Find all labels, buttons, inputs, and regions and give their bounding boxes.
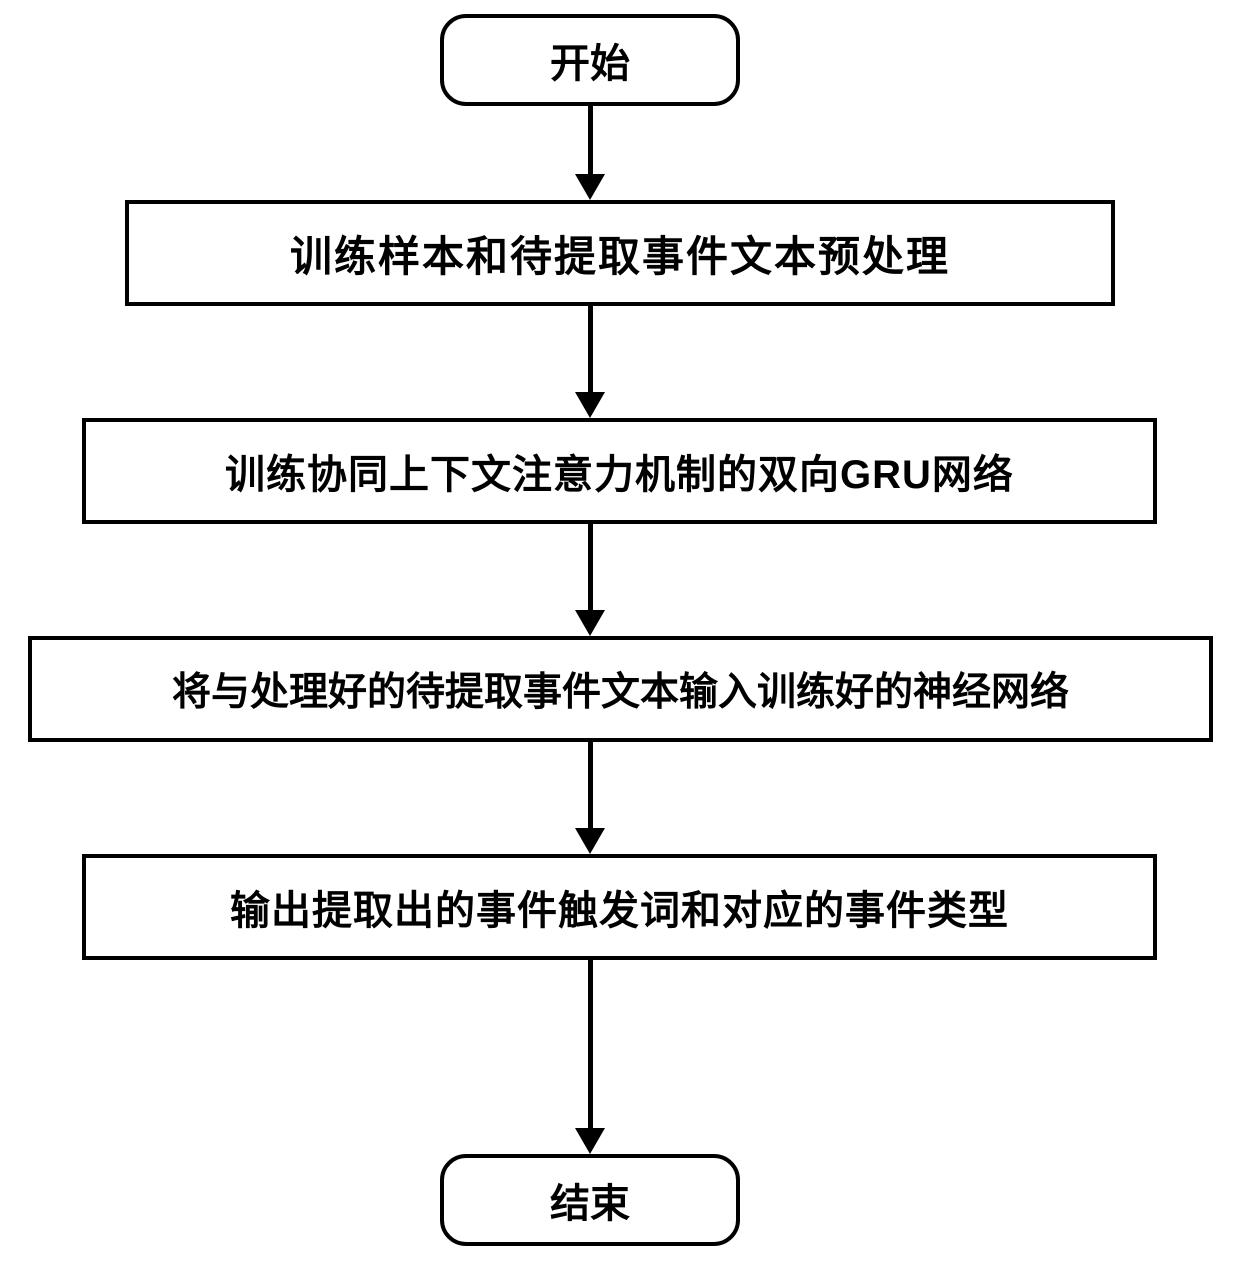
node-label: 将与处理好的待提取事件文本输入训练好的神经网络 (172, 661, 1069, 717)
edge-line-4 (588, 960, 593, 1130)
node-end: 结束 (440, 1154, 740, 1246)
edge-line-2 (588, 524, 593, 612)
edge-head-2 (575, 610, 605, 636)
node-step2: 训练协同上下文注意力机制的双向GRU网络 (82, 418, 1157, 524)
edge-line-3 (588, 742, 593, 830)
edge-head-0 (575, 174, 605, 200)
node-label: 训练协同上下文注意力机制的双向GRU网络 (225, 442, 1014, 500)
edge-head-4 (575, 1128, 605, 1154)
edge-head-3 (575, 828, 605, 854)
node-step1: 训练样本和待提取事件文本预处理 (125, 200, 1115, 306)
node-label: 结束 (550, 1171, 630, 1229)
node-start: 开始 (440, 14, 740, 106)
node-label: 开始 (550, 31, 630, 89)
flowchart-canvas: 开始训练样本和待提取事件文本预处理训练协同上下文注意力机制的双向GRU网络将与处… (0, 0, 1240, 1266)
edge-line-0 (588, 106, 593, 176)
node-label: 训练样本和待提取事件文本预处理 (290, 223, 950, 284)
node-label: 输出提取出的事件触发词和对应的事件类型 (230, 878, 1009, 936)
node-step4: 输出提取出的事件触发词和对应的事件类型 (82, 854, 1157, 960)
edge-line-1 (588, 306, 593, 394)
node-step3: 将与处理好的待提取事件文本输入训练好的神经网络 (28, 636, 1213, 742)
edge-head-1 (575, 392, 605, 418)
